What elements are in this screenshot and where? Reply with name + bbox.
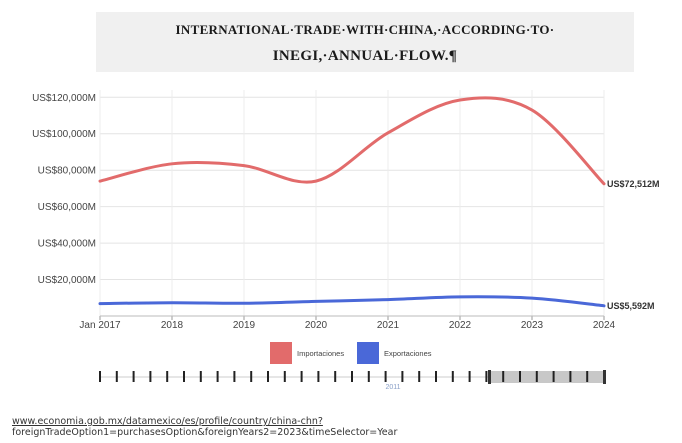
x-tick-label: 2019 [233, 320, 256, 331]
y-tick-label: US$120,000M [32, 93, 96, 104]
chart-title-line-1: INTERNATIONAL·TRADE·WITH·CHINA,·ACCORDIN… [175, 22, 555, 37]
x-tick-label: 2022 [449, 320, 472, 331]
source-citation: www.economia.gob.mx/datamexico/es/profil… [12, 416, 397, 438]
x-tick-label: 2020 [305, 320, 328, 331]
series-line-exportaciones [98, 295, 606, 308]
source-link[interactable]: www.economia.gob.mx/datamexico/es/profil… [12, 416, 323, 427]
slider-selected-range[interactable] [490, 371, 604, 383]
y-tick-label: US$100,000M [32, 129, 96, 140]
series-line-importaciones [98, 96, 606, 186]
y-tick-label: US$20,000M [38, 275, 96, 286]
x-tick-label: 2023 [521, 320, 544, 331]
legend-label: Exportaciones [384, 349, 432, 358]
slider-label: 2011 [385, 384, 400, 391]
slider-handle-right[interactable] [603, 370, 606, 384]
x-tick-label: 2018 [161, 320, 184, 331]
chart-title-box: INTERNATIONAL·TRADE·WITH·CHINA,·ACCORDIN… [96, 12, 634, 72]
y-tick-label: US$80,000M [38, 166, 96, 177]
line-chart: US$120,000M US$100,000M US$80,000M US$60,00… [32, 90, 660, 391]
x-tick-label: 2024 [593, 320, 616, 331]
legend-label: Importaciones [297, 349, 344, 358]
source-query: foreignTradeOption1=purchasesOption&fore… [12, 427, 398, 438]
x-tick-label: Jan 2017 [79, 320, 121, 331]
legend-swatch [357, 342, 379, 364]
y-tick-label: US$40,000M [38, 239, 96, 250]
legend-swatch [270, 342, 292, 364]
slider-handle-left[interactable] [488, 370, 491, 384]
x-tick-label: 2021 [377, 320, 400, 331]
y-tick-label: US$60,000M [38, 202, 96, 213]
series-end-label: US$5,592M [607, 301, 655, 311]
series-end-label: US$72,512M [607, 179, 660, 189]
chart-title-line-2: INEGI,·ANNUAL·FLOW.¶ [272, 48, 458, 64]
